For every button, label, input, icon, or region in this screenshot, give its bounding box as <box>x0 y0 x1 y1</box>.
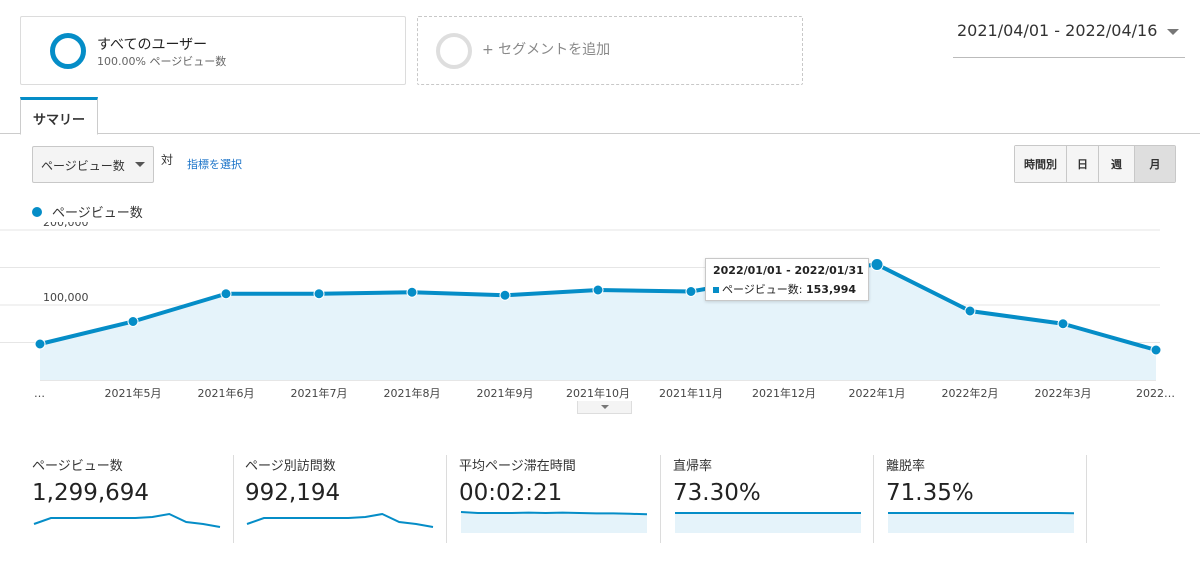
scorecard-sparkline <box>886 507 1076 533</box>
scorecard-3[interactable]: 直帰率 73.30% <box>673 455 886 543</box>
tooltip-date: 2022/01/01 - 2022/01/31 <box>713 264 868 277</box>
tooltip-series-square-icon <box>713 287 719 293</box>
data-point-0 <box>35 339 45 349</box>
add-segment-button[interactable]: + セグメントを追加 <box>417 16 803 85</box>
x-tick-label-5: 2021年9月 <box>477 386 534 400</box>
scorecard-label: 平均ページ滞在時間 <box>459 455 576 474</box>
legend-dot-icon <box>32 207 42 217</box>
series-area <box>40 265 1156 380</box>
scorecard-value: 992,194 <box>245 480 340 506</box>
sparkline-area <box>675 513 861 533</box>
data-point-3 <box>314 289 324 299</box>
scorecard-divider <box>1086 455 1087 543</box>
scorecard-sparkline <box>673 507 863 533</box>
metric-dropdown-value: ページビュー数 <box>41 159 125 173</box>
scorecard-label: 離脱率 <box>886 455 925 474</box>
sparkline-line <box>34 514 220 527</box>
x-tick-label-3: 2021年7月 <box>291 386 348 400</box>
scorecard-4[interactable]: 離脱率 71.35% <box>886 455 1099 543</box>
x-tick-label-9: 2022年1月 <box>849 386 906 400</box>
x-tick-label-10: 2022年2月 <box>942 386 999 400</box>
date-range-picker[interactable]: 2021/04/01 - 2022/04/16 <box>953 16 1185 58</box>
add-segment-label: + セグメントを追加 <box>482 39 610 59</box>
tooltip-value: 153,994 <box>806 283 856 296</box>
scorecard-value: 71.35% <box>886 480 974 506</box>
data-point-9 <box>871 259 883 271</box>
y-tick-label-1: 200,000 <box>43 222 89 229</box>
date-range-text: 2021/04/01 - 2022/04/16 <box>957 21 1157 40</box>
segment-all-users[interactable]: すべてのユーザー 100.00% ページビュー数 <box>20 16 406 85</box>
scorecard-0[interactable]: ページビュー数 1,299,694 <box>32 455 245 543</box>
segment-subtitle: 100.00% ページビュー数 <box>97 53 226 69</box>
scorecard-value: 1,299,694 <box>32 480 149 506</box>
chart-legend: ページビュー数 <box>32 202 143 221</box>
tooltip-series-label: ページビュー数 <box>722 283 799 296</box>
x-tick-label-2: 2021年6月 <box>198 386 255 400</box>
sparkline-area <box>461 512 647 533</box>
chart-collapse-handle[interactable] <box>577 401 632 414</box>
scorecard-sparkline <box>32 507 222 533</box>
metric-dropdown[interactable]: ページビュー数 <box>32 146 154 183</box>
sparkline-line <box>247 514 433 527</box>
data-point-10 <box>965 306 975 316</box>
scorecard-divider <box>233 455 234 543</box>
scorecard-divider <box>660 455 661 543</box>
granularity-toggle: 時間別 日 週 月 <box>1014 145 1176 183</box>
granularity-week-button[interactable]: 週 <box>1099 146 1135 182</box>
granularity-month-button[interactable]: 月 <box>1135 146 1175 182</box>
vs-label: 対 <box>161 151 173 168</box>
scorecard-1[interactable]: ページ別訪問数 992,194 <box>245 455 458 543</box>
x-tick-label-11: 2022年3月 <box>1035 386 1092 400</box>
scorecard-value: 73.30% <box>673 480 761 506</box>
segment-title: すべてのユーザー <box>97 34 207 54</box>
y-tick-label-0: 100,000 <box>43 291 89 304</box>
granularity-hourly-button[interactable]: 時間別 <box>1015 146 1067 182</box>
empty-segment-ring-icon <box>436 33 472 69</box>
legend-label: ページビュー数 <box>52 202 143 221</box>
data-point-2 <box>221 289 231 299</box>
x-tick-label-8: 2021年12月 <box>752 386 816 400</box>
chevron-down-icon <box>601 405 609 409</box>
data-point-11 <box>1058 319 1068 329</box>
scorecard-divider <box>446 455 447 543</box>
scorecard-value: 00:02:21 <box>459 480 562 506</box>
scorecard-label: ページビュー数 <box>32 455 123 474</box>
scorecard-sparkline <box>459 507 649 533</box>
data-point-5 <box>500 290 510 300</box>
tab-bar: サマリー <box>0 95 1200 134</box>
sparkline-area <box>888 513 1074 533</box>
chevron-down-icon <box>1167 29 1179 35</box>
scorecard-label: 直帰率 <box>673 455 712 474</box>
data-point-6 <box>593 285 603 295</box>
scorecard-2[interactable]: 平均ページ滞在時間 00:02:21 <box>459 455 672 543</box>
data-point-7 <box>686 287 696 297</box>
x-tick-label-12: 2022… <box>1136 387 1175 400</box>
data-point-1 <box>128 317 138 327</box>
x-tick-label-1: 2021年5月 <box>105 386 162 400</box>
chevron-down-icon <box>135 162 145 167</box>
x-tick-label-4: 2021年8月 <box>384 386 441 400</box>
granularity-day-button[interactable]: 日 <box>1067 146 1099 182</box>
x-tick-label-0: … <box>34 387 45 400</box>
x-tick-label-7: 2021年11月 <box>659 386 723 400</box>
tab-summary[interactable]: サマリー <box>20 97 98 135</box>
scorecard-divider <box>873 455 874 543</box>
select-metric-link[interactable]: 指標を選択 <box>187 156 242 172</box>
segment-color-ring-icon <box>50 33 86 69</box>
scorecard-label: ページ別訪問数 <box>245 455 336 474</box>
data-point-12 <box>1151 345 1161 355</box>
chart-tooltip: 2022/01/01 - 2022/01/31 ページビュー数: 153,994 <box>705 258 869 301</box>
data-point-4 <box>407 287 417 297</box>
x-tick-label-6: 2021年10月 <box>566 386 630 400</box>
scorecard-sparkline <box>245 507 435 533</box>
pageviews-line-chart: 100,000 200,000 … 2021年5月 2021年6月 2021年7月 2021… <box>0 222 1200 402</box>
